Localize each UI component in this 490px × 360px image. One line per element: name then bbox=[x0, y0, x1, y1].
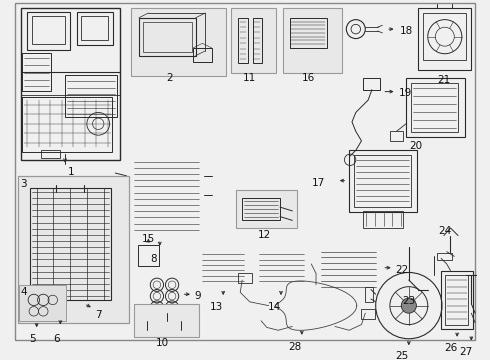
Bar bbox=[41, 150, 60, 158]
Text: 27: 27 bbox=[459, 347, 472, 357]
Text: 25: 25 bbox=[395, 351, 409, 360]
Bar bbox=[418, 8, 471, 70]
Bar bbox=[77, 12, 113, 45]
Text: 19: 19 bbox=[398, 89, 412, 99]
Bar bbox=[131, 8, 226, 76]
Text: 17: 17 bbox=[312, 177, 325, 188]
Text: 20: 20 bbox=[409, 141, 422, 151]
Bar bbox=[138, 245, 159, 266]
Bar bbox=[21, 8, 120, 160]
Bar bbox=[143, 22, 192, 52]
Bar bbox=[445, 275, 468, 325]
Text: 4: 4 bbox=[21, 287, 27, 297]
Text: 26: 26 bbox=[444, 343, 457, 354]
Text: 22: 22 bbox=[395, 265, 409, 275]
Text: 18: 18 bbox=[399, 26, 413, 36]
Text: 12: 12 bbox=[257, 230, 270, 240]
Bar bbox=[32, 16, 65, 44]
Bar bbox=[364, 78, 380, 90]
Bar bbox=[18, 176, 129, 323]
Bar bbox=[411, 83, 458, 132]
Bar bbox=[27, 12, 70, 50]
Text: 9: 9 bbox=[195, 291, 201, 301]
Text: 14: 14 bbox=[268, 302, 281, 312]
Text: 8: 8 bbox=[150, 255, 156, 265]
Text: 1: 1 bbox=[68, 167, 74, 177]
Bar bbox=[134, 304, 198, 337]
Text: 15: 15 bbox=[142, 234, 155, 244]
Bar bbox=[423, 13, 466, 60]
Bar bbox=[290, 18, 327, 48]
Bar bbox=[23, 97, 112, 152]
Circle shape bbox=[401, 298, 416, 313]
Bar bbox=[23, 53, 51, 91]
Text: 10: 10 bbox=[156, 338, 169, 348]
Text: 28: 28 bbox=[289, 342, 302, 352]
Text: 2: 2 bbox=[166, 73, 172, 83]
Bar bbox=[364, 211, 403, 228]
Text: 21: 21 bbox=[437, 75, 450, 85]
Text: 13: 13 bbox=[210, 302, 223, 312]
Text: 23: 23 bbox=[402, 296, 416, 306]
Bar bbox=[139, 18, 196, 55]
Bar bbox=[65, 75, 117, 117]
Bar bbox=[354, 155, 411, 207]
Text: 16: 16 bbox=[302, 73, 315, 83]
Text: 6: 6 bbox=[53, 334, 59, 344]
Bar bbox=[283, 8, 342, 73]
Bar bbox=[365, 287, 373, 302]
Text: 24: 24 bbox=[438, 226, 451, 236]
Bar bbox=[390, 131, 403, 141]
Bar bbox=[193, 48, 212, 62]
Bar bbox=[231, 8, 276, 73]
Bar bbox=[362, 309, 375, 319]
Bar bbox=[441, 271, 473, 329]
Bar bbox=[349, 150, 417, 212]
Bar bbox=[242, 198, 280, 220]
Bar bbox=[19, 285, 66, 321]
Bar bbox=[81, 16, 108, 40]
Bar bbox=[238, 274, 252, 283]
Text: 7: 7 bbox=[96, 310, 102, 320]
Bar bbox=[236, 190, 297, 228]
Text: 11: 11 bbox=[243, 73, 256, 83]
Text: 3: 3 bbox=[21, 179, 27, 189]
Text: 5: 5 bbox=[29, 334, 36, 344]
Bar bbox=[30, 188, 111, 300]
Bar bbox=[406, 78, 465, 137]
Bar bbox=[437, 253, 452, 260]
Bar bbox=[252, 18, 262, 63]
Bar bbox=[238, 18, 248, 63]
